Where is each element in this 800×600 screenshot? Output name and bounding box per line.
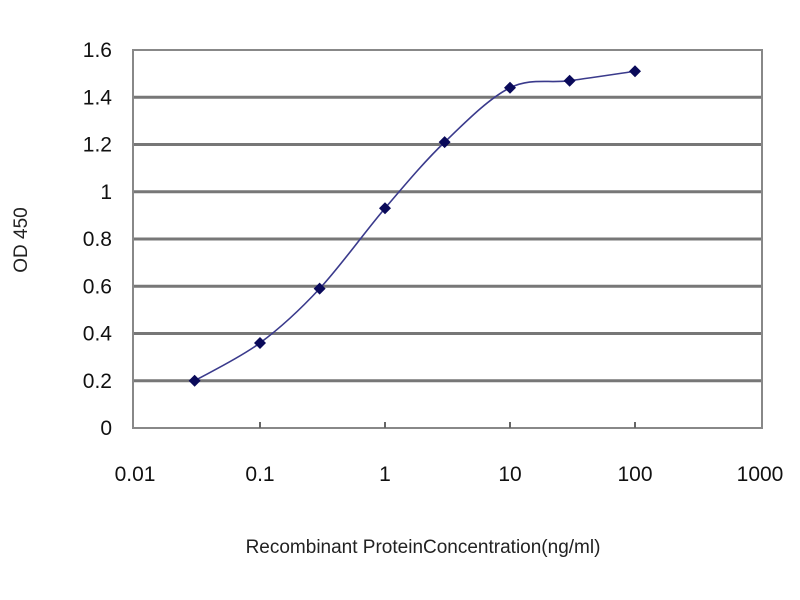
data-point xyxy=(629,65,641,78)
data-point xyxy=(379,202,391,215)
x-axis: 0.01 0.1 1 10 100 1000 xyxy=(115,422,784,486)
y-tick-label: 1.6 xyxy=(83,39,112,62)
y-tick-label: 0.6 xyxy=(83,275,112,298)
x-tick-label: 100 xyxy=(617,463,652,486)
y-tick-label: 1 xyxy=(100,181,112,204)
data-point xyxy=(188,374,201,387)
x-tick-label: 1 xyxy=(379,463,391,486)
x-tick-label: 0.01 xyxy=(115,463,156,486)
x-tick-label: 10 xyxy=(498,463,521,486)
series-line xyxy=(194,70,636,382)
data-point xyxy=(438,136,451,149)
y-tick-label: 1.2 xyxy=(83,134,112,157)
plot-frame xyxy=(132,49,763,429)
y-tick-label: 0.8 xyxy=(83,228,112,251)
y-tick-label: 0.2 xyxy=(83,370,112,393)
series-points xyxy=(188,65,641,387)
y-tick-label: 0 xyxy=(100,417,112,440)
y-axis-label: OD 450 xyxy=(11,207,32,272)
x-axis-label: Recombinant ProteinConcentration(ng/ml) xyxy=(246,537,601,558)
data-point xyxy=(563,74,576,87)
x-tick-label: 1000 xyxy=(737,463,784,486)
x-tick-label: 0.1 xyxy=(245,463,274,486)
data-point xyxy=(504,81,516,94)
y-tick-label: 0.4 xyxy=(83,323,113,346)
y-axis: 0 0.2 0.4 0.6 0.8 1 1.2 1.4 1.6 xyxy=(83,39,113,440)
data-point xyxy=(254,336,266,349)
data-point xyxy=(313,282,326,295)
y-tick-label: 1.4 xyxy=(83,86,113,109)
